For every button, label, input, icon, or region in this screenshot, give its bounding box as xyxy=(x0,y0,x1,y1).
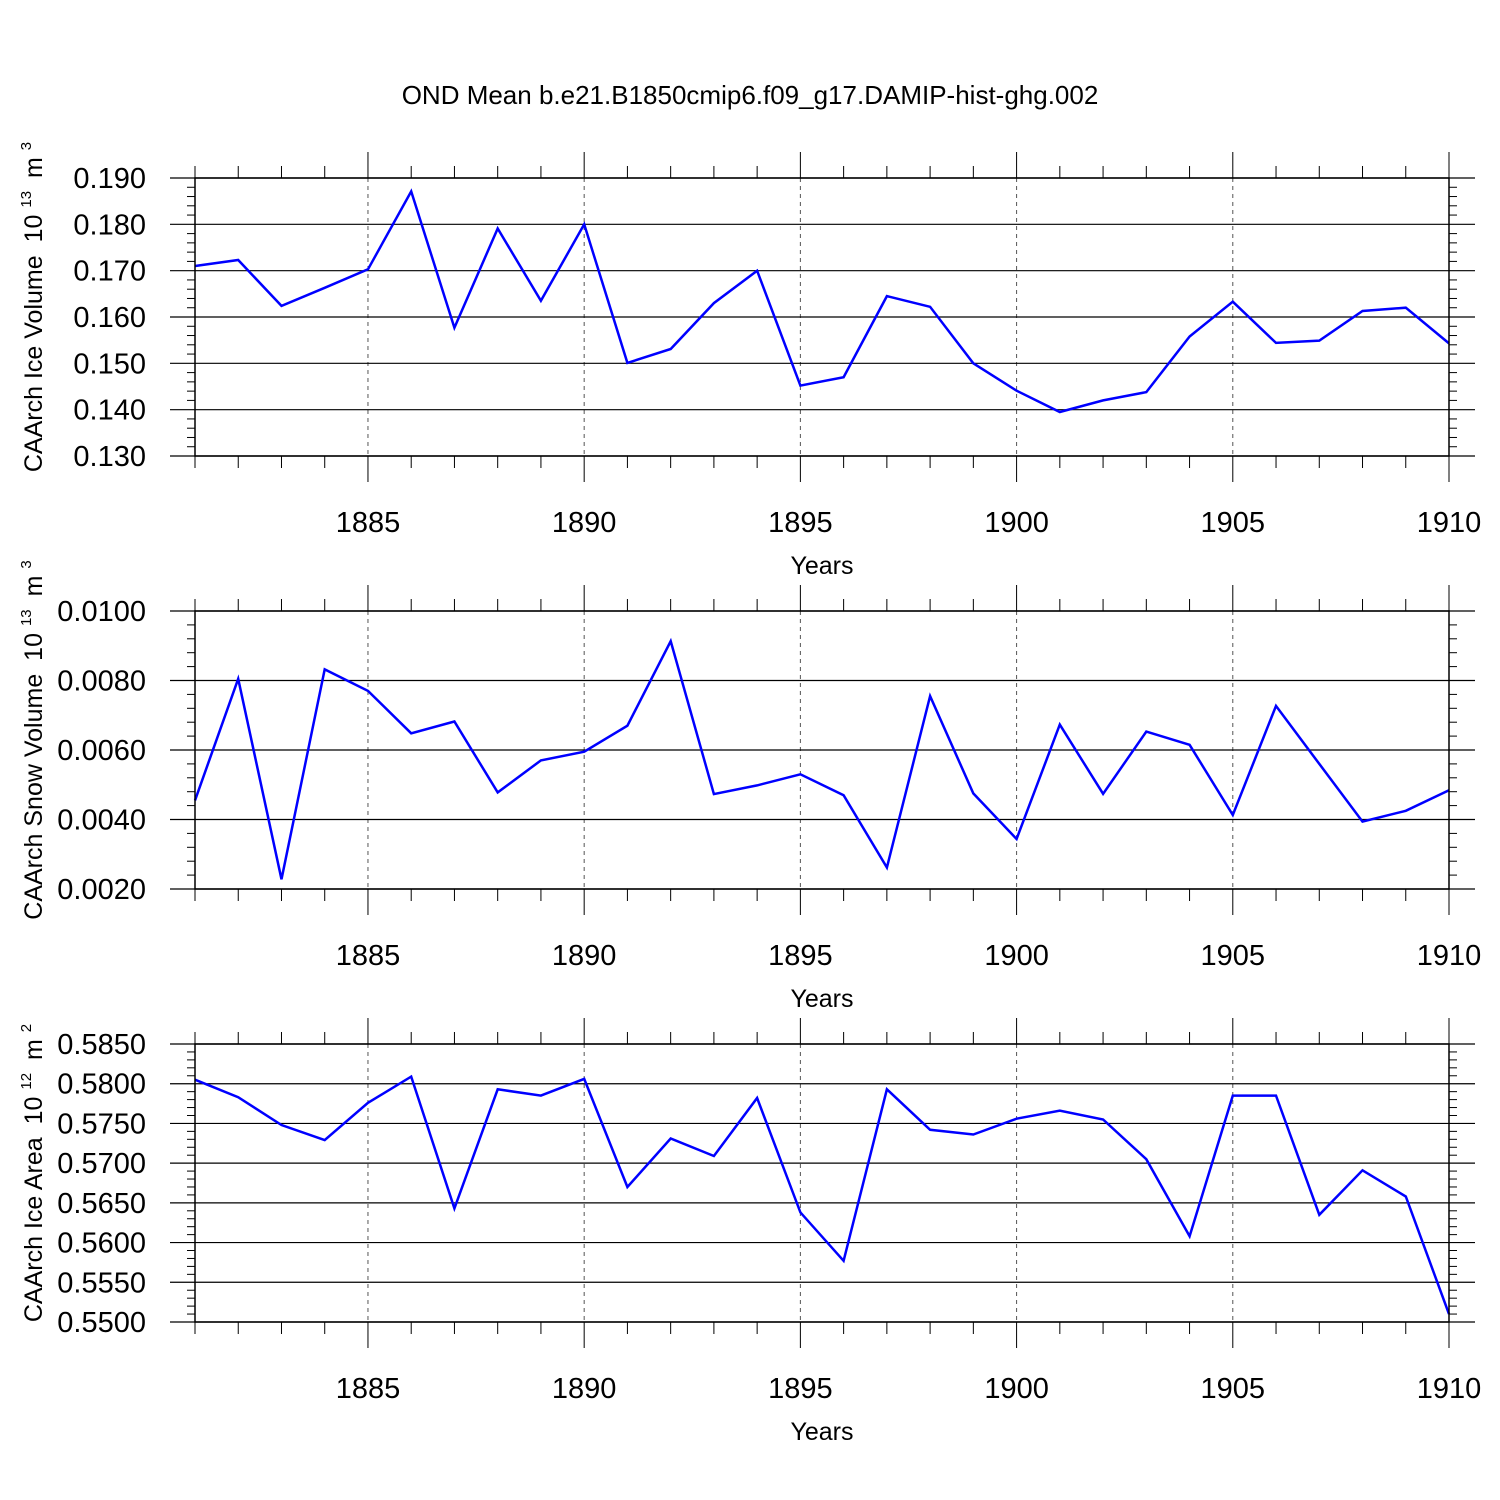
panel-ice-volume: 0.130 0.140 0.150 0.160 0.170 0.180 0.190 1885… xyxy=(9,142,1482,580)
y-tick-label: 0.170 xyxy=(73,256,146,288)
y-tick-label: 0.5800 xyxy=(57,1069,146,1101)
y-axis-label: CAArch Snow Volume xyxy=(20,674,48,920)
y-axis-unit-symbol: m xyxy=(20,157,48,178)
axis-ticks xyxy=(170,152,1475,482)
y-axis-unit-base: 10 xyxy=(20,215,48,243)
x-tick-label: 1885 xyxy=(336,1373,401,1405)
y-tick-labels: 0.130 0.140 0.150 0.160 0.170 0.180 0.190 xyxy=(73,163,146,473)
panel-ice-area: 0.5500 0.5550 0.5600 0.5650 0.5700 0.5750 0.58… xyxy=(9,1018,1482,1446)
y-tick-label: 0.5500 xyxy=(57,1307,146,1339)
y-tick-label: 0.0100 xyxy=(57,596,146,628)
x-tick-labels: 1885 1890 1895 1900 1905 1910 xyxy=(336,940,1482,972)
y-tick-label: 0.0020 xyxy=(57,874,146,906)
y-tick-label: 0.5550 xyxy=(57,1267,146,1299)
x-axis-title: Years xyxy=(790,552,853,580)
y-tick-label: 0.190 xyxy=(73,163,146,195)
x-tick-label: 1890 xyxy=(552,507,617,539)
y-axis-unit-exponent: 12 xyxy=(18,1073,35,1090)
y-axis-unit-base: 10 xyxy=(20,1097,48,1125)
y-tick-label: 0.150 xyxy=(73,348,146,380)
y-axis-unit-symbol: m xyxy=(20,576,48,597)
y-tick-label: 0.180 xyxy=(73,209,146,241)
series-line xyxy=(194,1074,1451,1315)
series-line xyxy=(193,637,1450,880)
x-tick-label: 1910 xyxy=(1417,940,1482,972)
x-tick-label: 1895 xyxy=(768,507,833,539)
x-tick-label: 1905 xyxy=(1201,940,1266,972)
x-tick-labels: 1885 1890 1895 1900 1905 1910 xyxy=(336,507,1482,539)
x-gridlines xyxy=(367,1044,1234,1322)
x-tick-label: 1885 xyxy=(336,507,401,539)
y-axis-unit-exponent: 13 xyxy=(18,191,35,208)
y-tick-label: 0.130 xyxy=(73,441,146,473)
y-tick-label: 0.5850 xyxy=(57,1029,146,1061)
x-tick-label: 1905 xyxy=(1201,507,1266,539)
series-line xyxy=(194,188,1450,414)
x-tick-label: 1900 xyxy=(984,1373,1049,1405)
x-tick-label: 1895 xyxy=(768,1373,833,1405)
plot-frame xyxy=(194,1043,1450,1323)
y-axis-title: CAArch Ice Volume 10 13 m 3 xyxy=(9,142,48,472)
y-axis-unit-exponent: 13 xyxy=(18,609,35,626)
x-tick-label: 1910 xyxy=(1417,1373,1482,1405)
y-tick-label: 0.140 xyxy=(73,395,146,427)
y-axis-label: CAArch Ice Volume xyxy=(20,255,48,472)
y-tick-label: 0.5600 xyxy=(57,1228,146,1260)
y-axis-unit-symbol-exponent: 3 xyxy=(18,560,35,568)
x-tick-label: 1890 xyxy=(552,940,617,972)
x-tick-label: 1900 xyxy=(984,507,1049,539)
x-axis-title: Years xyxy=(790,1418,853,1446)
x-tick-labels: 1885 1890 1895 1900 1905 1910 xyxy=(336,1373,1482,1405)
x-axis-title: Years xyxy=(790,985,853,1013)
y-axis-unit-base: 10 xyxy=(20,633,48,661)
y-tick-label: 0.0080 xyxy=(57,666,146,698)
plot-frame xyxy=(194,610,1450,890)
x-tick-label: 1890 xyxy=(552,1373,617,1405)
y-axis-label: CAArch Ice Area xyxy=(20,1137,48,1322)
y-tick-label: 0.0060 xyxy=(57,735,146,767)
y-axis-title: CAArch Ice Area 10 12 m 2 xyxy=(9,1024,48,1322)
y-tick-label: 0.5750 xyxy=(57,1108,146,1140)
y-axis-unit-symbol: m xyxy=(20,1039,48,1060)
x-tick-label: 1905 xyxy=(1201,1373,1266,1405)
y-tick-labels: 0.5500 0.5550 0.5600 0.5650 0.5700 0.5750 0.58… xyxy=(57,1029,146,1339)
plot-frame xyxy=(194,177,1450,457)
figure-title: OND Mean b.e21.B1850cmip6.f09_g17.DAMIP-… xyxy=(402,80,1099,110)
x-tick-label: 1910 xyxy=(1417,507,1482,539)
axis-ticks xyxy=(170,1018,1475,1348)
x-tick-label: 1895 xyxy=(768,940,833,972)
y-axis-unit-symbol-exponent: 3 xyxy=(18,142,35,150)
y-tick-labels: 0.0020 0.0040 0.0060 0.0080 0.0100 xyxy=(57,596,146,906)
y-axis-unit-symbol-exponent: 2 xyxy=(18,1024,35,1032)
y-tick-label: 0.0040 xyxy=(57,805,146,837)
y-tick-label: 0.5650 xyxy=(57,1188,146,1220)
y-axis-title: CAArch Snow Volume 10 13 m 3 xyxy=(9,560,48,919)
y-tick-label: 0.5700 xyxy=(57,1148,146,1180)
y-tick-label: 0.160 xyxy=(73,302,146,334)
x-tick-label: 1900 xyxy=(984,940,1049,972)
axis-ticks xyxy=(170,585,1475,915)
x-tick-label: 1885 xyxy=(336,940,401,972)
